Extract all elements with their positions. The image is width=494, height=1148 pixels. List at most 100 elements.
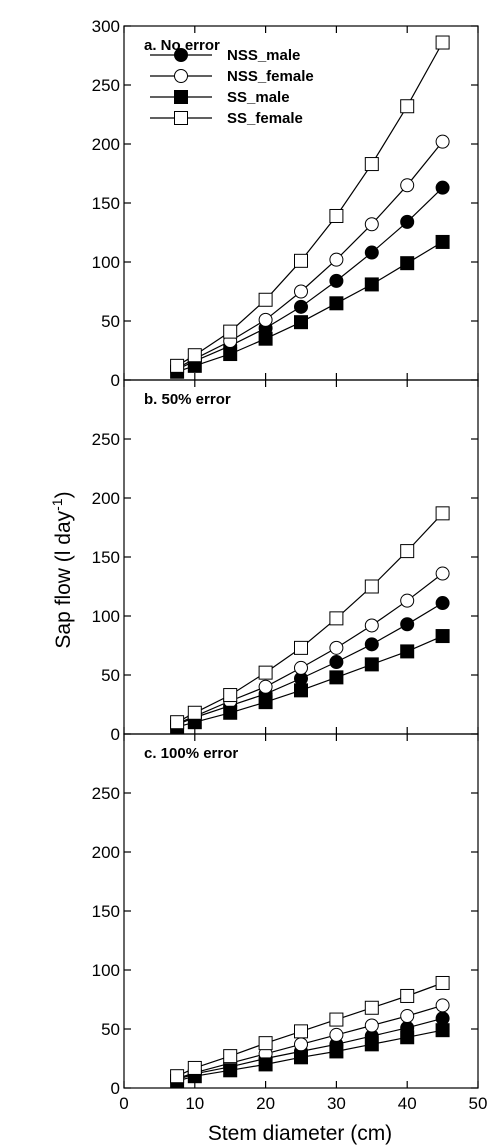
y-tick-label: 200 <box>92 489 120 508</box>
legend-entry: SS_female <box>150 110 303 127</box>
y-tick-label: 250 <box>92 76 120 95</box>
data-point <box>329 273 344 288</box>
data-point <box>294 253 308 268</box>
data-point <box>223 1063 238 1078</box>
data-point <box>294 299 308 314</box>
data-point <box>294 660 308 675</box>
series-ss-female <box>170 35 450 373</box>
data-point <box>435 1011 450 1026</box>
data-point <box>364 245 379 260</box>
data-point <box>435 975 450 990</box>
data-point <box>294 683 308 698</box>
data-point <box>400 1009 415 1024</box>
data-point <box>435 566 450 581</box>
series-ss-female <box>170 506 450 730</box>
y-tick-label: 200 <box>92 135 120 154</box>
chart-panels: 0 50 100 150 200 250 300 a. No error 0 50 100 150 20… <box>92 17 488 1113</box>
data-point <box>400 617 415 632</box>
data-point <box>329 208 344 223</box>
data-point <box>435 1023 450 1038</box>
data-point <box>294 640 308 655</box>
data-point <box>400 99 415 114</box>
legend-marker <box>174 48 188 62</box>
data-point <box>435 134 450 149</box>
panel-title: c. 100% error <box>144 745 238 762</box>
data-point <box>223 1049 238 1064</box>
data-point <box>435 180 450 195</box>
series-ss-male <box>170 1023 450 1088</box>
data-point <box>400 256 415 271</box>
x-axis-label: Stem diameter (cm) <box>208 1122 392 1145</box>
data-point <box>329 1044 344 1059</box>
data-point <box>187 348 202 363</box>
series-line <box>176 141 444 369</box>
x-tick-label: 20 <box>256 1094 275 1113</box>
data-point <box>258 679 273 694</box>
series-ss-female <box>170 975 450 1084</box>
data-point <box>187 705 202 720</box>
data-point <box>258 312 273 327</box>
data-point <box>400 178 415 193</box>
legend-entry: NSS_male <box>150 47 300 64</box>
data-point <box>258 1036 273 1051</box>
data-point <box>400 593 415 608</box>
x-tick-label: 50 <box>469 1094 488 1113</box>
data-point <box>364 157 379 172</box>
data-point <box>435 596 450 611</box>
legend-marker <box>174 69 188 83</box>
panel-3: 0 50 100 150 200 250 0 10 20 30 40 50 c. 100% error <box>92 733 488 1113</box>
y-tick-label: 50 <box>101 1020 120 1039</box>
y-axis-label-main: Sap flow (l day <box>52 510 75 648</box>
y-tick-label: 0 <box>111 725 120 744</box>
data-point <box>435 998 450 1013</box>
data-point <box>364 618 379 633</box>
data-point <box>223 347 238 362</box>
data-point <box>329 655 344 670</box>
data-point <box>258 292 273 307</box>
data-point <box>294 1037 308 1052</box>
data-point <box>223 688 238 703</box>
data-point <box>329 640 344 655</box>
legend-label: SS_female <box>227 110 303 127</box>
series-nss-male <box>170 596 450 732</box>
y-tick-label: 300 <box>92 17 120 36</box>
y-tick-label: 100 <box>92 961 120 980</box>
data-point <box>258 331 273 346</box>
data-point <box>223 324 238 339</box>
y-tick-label: 150 <box>92 548 120 567</box>
data-point <box>364 277 379 292</box>
series-ss-male <box>170 234 450 379</box>
y-tick-label: 150 <box>92 194 120 213</box>
series-line <box>176 187 444 370</box>
y-tick-label: 100 <box>92 253 120 272</box>
legend-label: SS_male <box>227 89 290 106</box>
x-tick-label: 40 <box>398 1094 417 1113</box>
legend-label: NSS_female <box>227 68 314 85</box>
series-ss-male <box>170 629 450 734</box>
data-point <box>258 1057 273 1072</box>
data-point <box>329 296 344 311</box>
data-point <box>435 629 450 644</box>
data-point <box>329 1027 344 1042</box>
panel-title: a. No error <box>144 37 220 54</box>
data-point <box>364 1000 379 1015</box>
data-point <box>329 670 344 685</box>
data-point <box>294 315 308 330</box>
y-tick-label: 50 <box>101 666 120 685</box>
data-point <box>170 358 185 373</box>
panel-1: 0 50 100 150 200 250 300 a. No error <box>92 17 479 390</box>
y-tick-label: 0 <box>111 1079 120 1098</box>
y-axis-label-end: ) <box>52 491 75 498</box>
x-tick-label: 10 <box>185 1094 204 1113</box>
y-axis-label-sup: -1 <box>49 498 65 511</box>
legend: NSS_male NSS_female SS_male SS_female <box>150 47 314 127</box>
data-point <box>364 657 379 672</box>
data-point <box>364 579 379 594</box>
data-point <box>400 544 415 559</box>
data-point <box>187 1060 202 1075</box>
data-point <box>170 1069 185 1084</box>
data-point <box>294 284 308 299</box>
data-point <box>258 665 273 680</box>
series-nss-female <box>170 134 450 376</box>
